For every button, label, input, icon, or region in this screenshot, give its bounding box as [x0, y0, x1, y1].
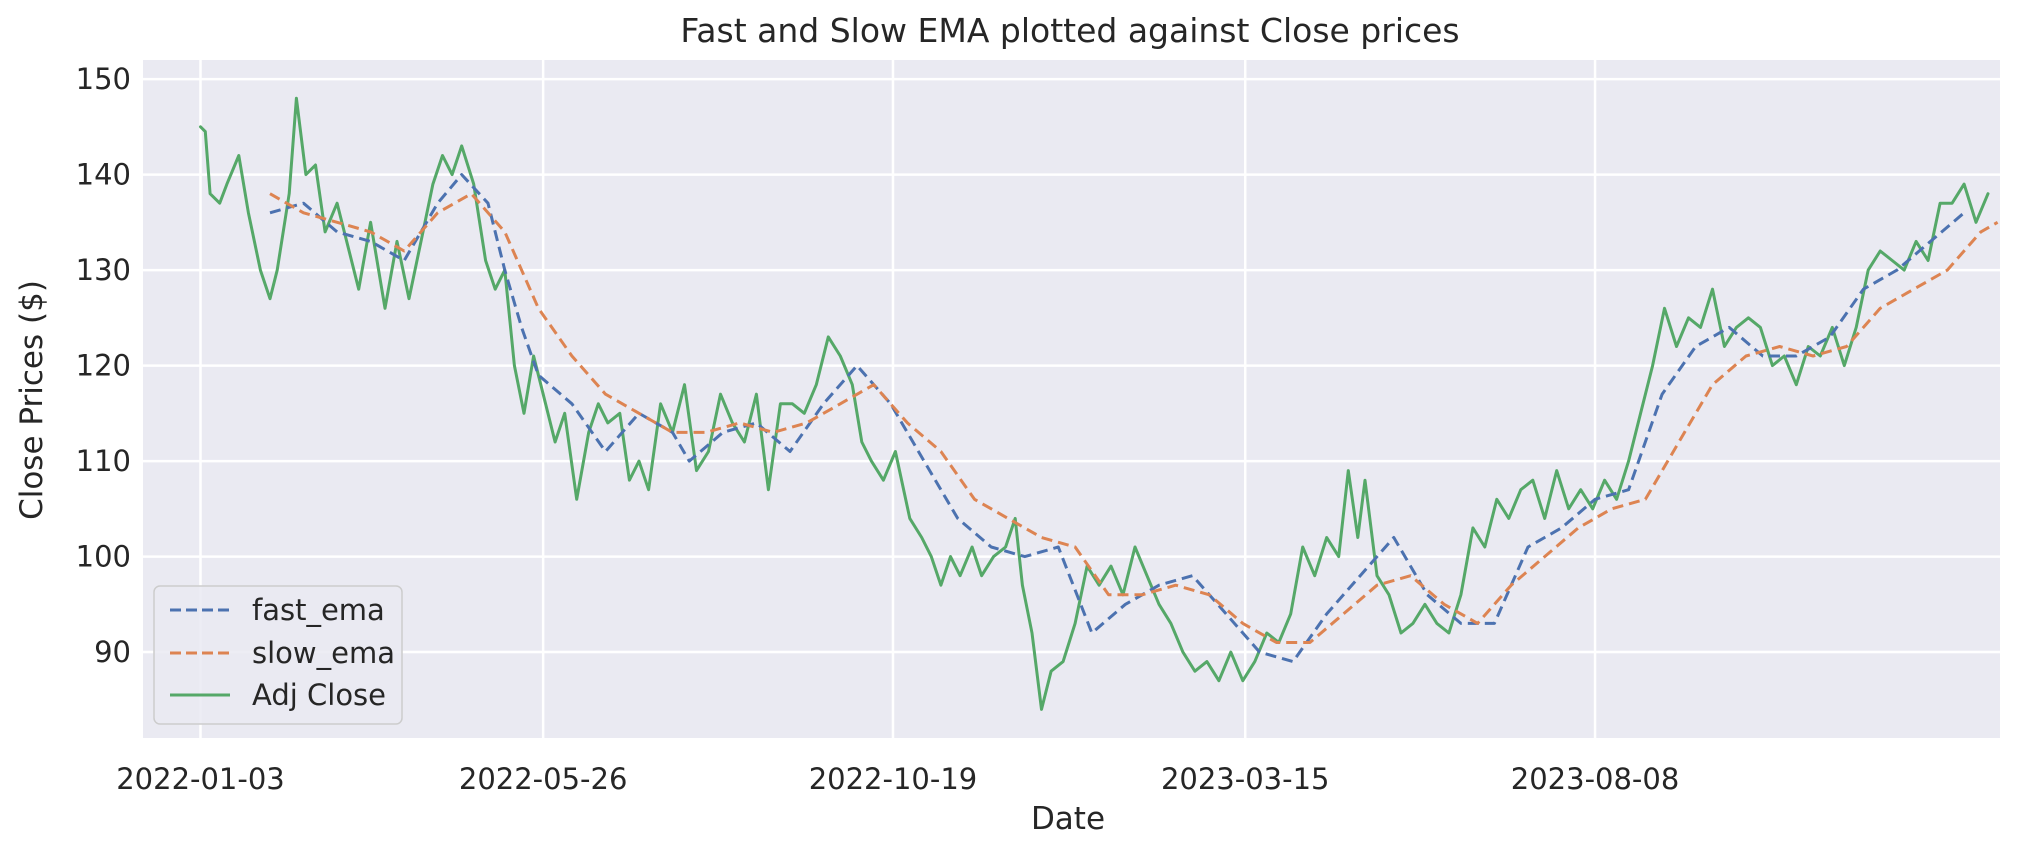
y-tick-label: 120 — [76, 349, 131, 383]
series-layer — [199, 96, 1999, 711]
x-tick-label: 2022-05-26 — [459, 762, 628, 796]
y-tick-label: 140 — [76, 158, 131, 192]
y-axis-ticks: 90 100 110 120 130 140 150 — [76, 62, 131, 669]
series-line-adj-close — [199, 96, 1990, 711]
legend-label-adj-close: Adj Close — [252, 678, 386, 712]
chart-title: Fast and Slow EMA plotted against Close … — [680, 11, 1459, 50]
legend-box — [153, 585, 403, 725]
y-tick-label: 110 — [76, 444, 131, 478]
y-tick-label: 90 — [94, 635, 131, 669]
y-tick-label: 100 — [76, 540, 131, 574]
series-line-slow-ema — [269, 192, 1999, 644]
x-tick-label: 2022-10-19 — [809, 762, 978, 796]
x-tick-label: 2023-08-08 — [1511, 762, 1680, 796]
x-axis-label: Date — [1031, 801, 1105, 836]
legend-label-slow-ema: slow_ema — [252, 636, 395, 670]
series-line-fast-ema — [269, 173, 1966, 664]
x-tick-label: 2022-01-03 — [116, 762, 285, 796]
y-tick-label: 130 — [76, 253, 131, 287]
x-tick-label: 2023-03-15 — [1161, 762, 1330, 796]
y-axis-label: Close Prices ($) — [14, 280, 50, 520]
x-axis-ticks: 2022-01-03 2022-05-26 2022-10-19 2023-03-15… — [116, 762, 1679, 796]
legend-label-fast-ema: fast_ema — [252, 593, 385, 627]
legend: fast_ema slow_ema Adj Close — [153, 585, 403, 725]
y-tick-label: 150 — [76, 62, 131, 96]
